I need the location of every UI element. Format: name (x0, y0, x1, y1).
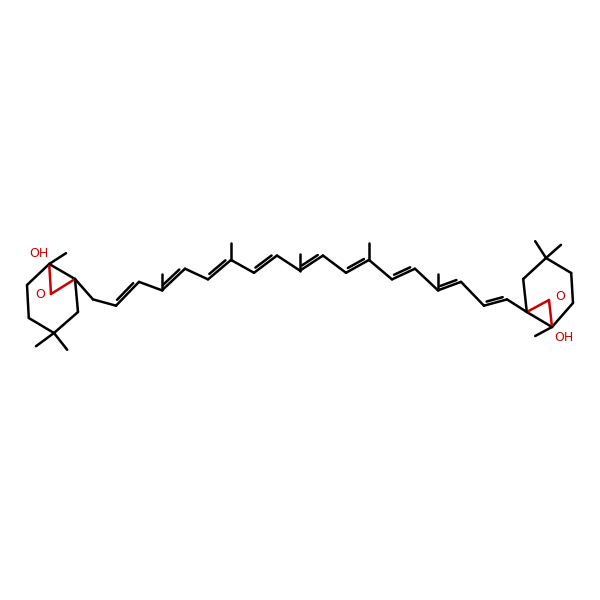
Text: OH: OH (554, 331, 574, 344)
Text: O: O (555, 290, 565, 304)
Text: O: O (35, 287, 45, 301)
Text: OH: OH (29, 247, 48, 260)
